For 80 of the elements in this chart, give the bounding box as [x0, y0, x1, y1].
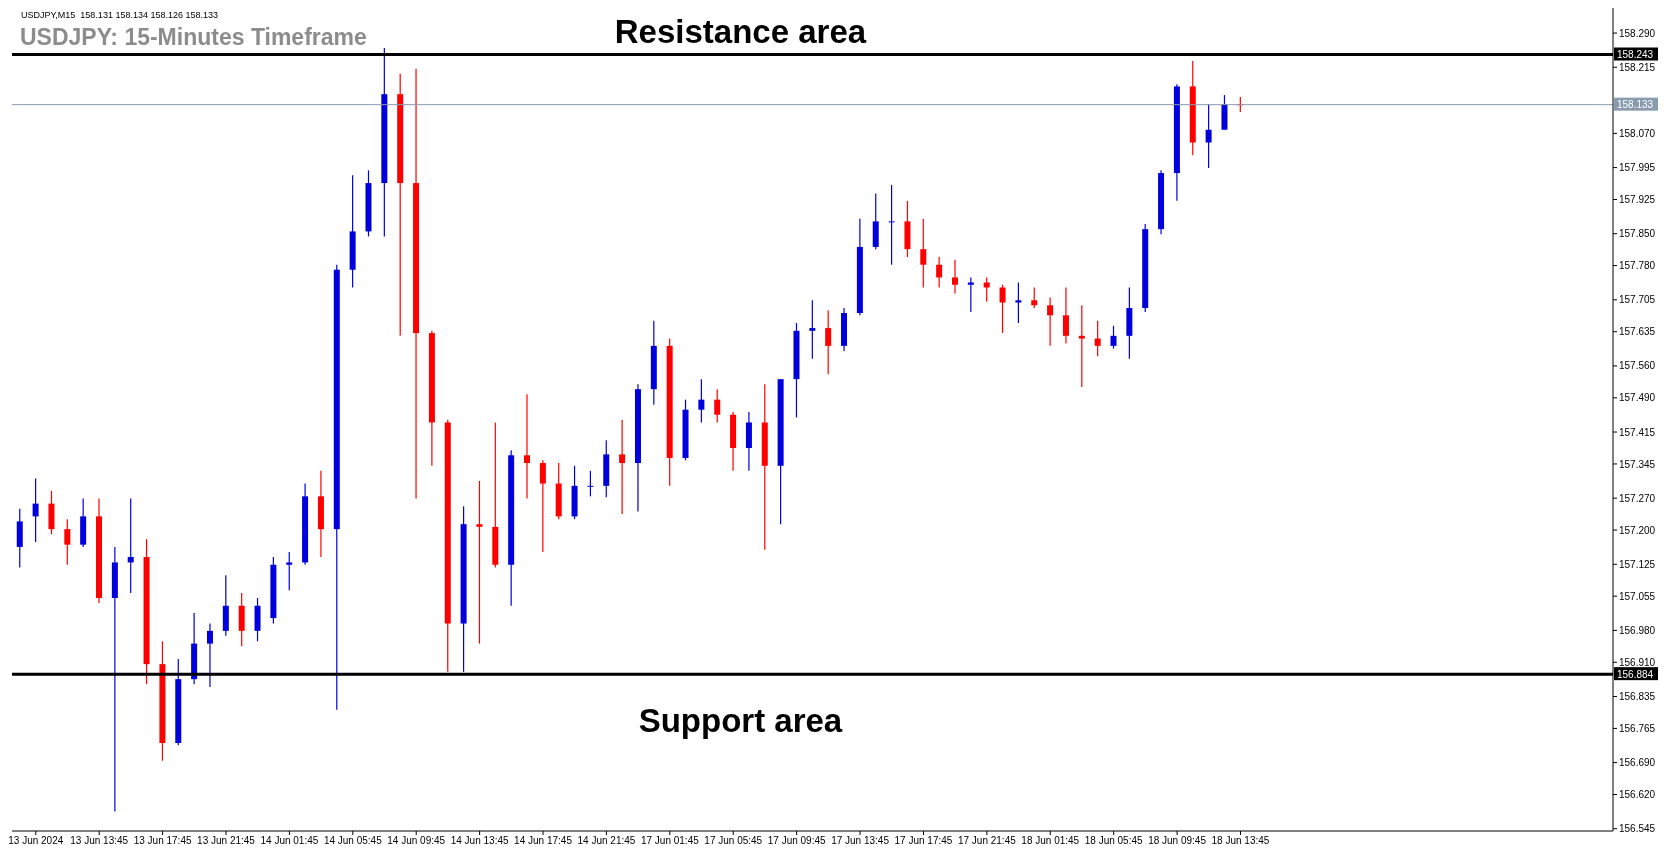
y-tick-label: 157.925: [1619, 194, 1656, 206]
x-tick-label: 18 Jun 01:45: [1021, 835, 1080, 847]
x-tick-label: 17 Jun 05:45: [704, 835, 763, 847]
candlestick: [64, 518, 71, 566]
y-tick-label: 157.705: [1619, 294, 1656, 306]
x-tick-label: 14 Jun 05:45: [323, 835, 383, 847]
candlestick: [920, 218, 927, 289]
y-tick-label: 156.620: [1619, 789, 1656, 801]
x-tick-label: 13 Jun 17:45: [133, 835, 192, 847]
candlestick: [286, 551, 293, 591]
candlestick: [127, 498, 134, 594]
y-tick-label: 157.415: [1619, 426, 1656, 438]
y-tick-label: 156.545: [1619, 823, 1656, 835]
y-tick-label: 157.560: [1619, 360, 1656, 372]
y-tick-label: 156.765: [1619, 722, 1656, 734]
x-tick-label: 17 Jun 09:45: [767, 835, 826, 847]
y-tick-label: 156.835: [1619, 691, 1656, 703]
candlestick: [1078, 304, 1085, 388]
y-tick-label: 157.780: [1619, 260, 1656, 272]
x-tick-label: 17 Jun 17:45: [894, 835, 953, 847]
x-tick-label: 14 Jun 01:45: [260, 835, 319, 847]
y-tick-label: 157.850: [1619, 228, 1656, 240]
y-tick-label: 156.910: [1619, 656, 1656, 668]
y-tick-label: 158.070: [1619, 127, 1656, 139]
y-tick-label: 157.995: [1619, 162, 1656, 174]
x-tick-label: 18 Jun 05:45: [1084, 835, 1144, 847]
candlestick: [476, 480, 483, 645]
x-tick-label: 13 Jun 13:45: [70, 835, 129, 847]
x-tick-label: 17 Jun 21:45: [957, 835, 1017, 847]
candlestick: [1110, 325, 1117, 350]
candlestick: [1031, 286, 1038, 309]
candlestick: [587, 470, 594, 497]
annotation: Resistance area: [614, 12, 867, 50]
y-tick-label: 156.690: [1619, 757, 1656, 769]
x-tick-label: 14 Jun 21:45: [577, 835, 636, 847]
x-tick-label: 13 Jun 21:45: [197, 835, 256, 847]
annotation: Support area: [638, 702, 843, 740]
candlestick: [1062, 286, 1069, 345]
text: USDJPY: 15-Minutes Timeframe: [20, 24, 367, 51]
candlestick: [983, 276, 990, 303]
candlestick: [206, 622, 213, 688]
candlestick: [951, 259, 958, 295]
candlestick: [32, 477, 39, 543]
x-tick-label: 17 Jun 13:45: [831, 835, 890, 847]
x-tick-label: 13 Jun 2024: [8, 835, 64, 847]
ref-line-label: 156.884: [1617, 668, 1654, 680]
x-tick-label: 17 Jun 01:45: [640, 835, 700, 847]
candlestick: [1015, 281, 1022, 324]
candlestick: [936, 256, 943, 289]
x-tick-label: 18 Jun 09:45: [1148, 835, 1207, 847]
y-tick-label: 157.345: [1619, 458, 1656, 470]
y-tick-label: 157.055: [1619, 590, 1656, 602]
candlestick: [619, 419, 626, 515]
y-tick-label: 157.125: [1619, 558, 1656, 570]
y-tick-label: 157.200: [1619, 524, 1656, 536]
annotation: USDJPY,M15 158.131 158.134 158.126 158.133: [21, 10, 218, 20]
candlestick: [809, 299, 816, 360]
candlestick: [1205, 103, 1212, 169]
candlestick: [714, 388, 721, 424]
y-tick-label: 157.270: [1619, 492, 1656, 504]
y-tick-label: 158.215: [1619, 61, 1656, 73]
candlestick: [1094, 320, 1101, 357]
ref-line-label: 158.243: [1617, 49, 1654, 61]
x-tick-label: 14 Jun 17:45: [514, 835, 573, 847]
x-tick-label: 18 Jun 13:45: [1211, 835, 1270, 847]
candlestick: [539, 459, 546, 553]
y-tick-label: 156.980: [1619, 624, 1656, 636]
candlestick: [999, 284, 1006, 334]
candlestick: [888, 184, 895, 266]
candlestick: [524, 393, 530, 500]
candlestick: [967, 276, 974, 313]
candlestick: [698, 378, 705, 424]
y-tick-label: 157.635: [1619, 326, 1656, 338]
x-tick-label: 14 Jun 09:45: [387, 835, 446, 847]
candlestick: [1047, 296, 1054, 347]
y-tick-label: 158.290: [1619, 27, 1656, 39]
ref-line-label: 158.133: [1617, 99, 1654, 111]
x-tick-label: 14 Jun 13:45: [450, 835, 509, 847]
y-tick-label: 157.490: [1619, 392, 1656, 404]
candlestick: [825, 309, 832, 375]
